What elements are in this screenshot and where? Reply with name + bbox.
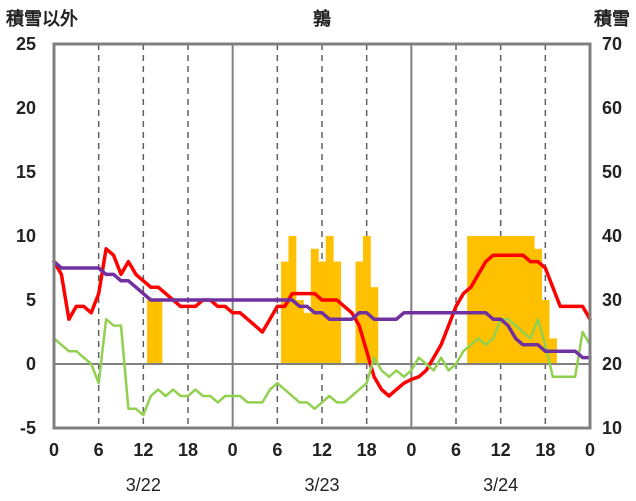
snowfall-bar [534,248,543,364]
snowfall-bar [303,312,312,364]
right-y-tick-label: 30 [602,290,622,310]
snowfall-bar [362,236,371,364]
snowfall-bar [541,300,550,364]
x-hour-tick-label: 0 [585,440,595,460]
x-hour-tick-label: 6 [451,440,461,460]
x-hour-tick-label: 12 [133,440,153,460]
left-axis-title: 積雪以外 [5,8,78,29]
plot-frame [52,42,592,430]
snowfall-bars [147,236,557,364]
snowfall-bar [496,236,505,364]
x-hour-tick-label: 0 [49,440,59,460]
date-labels: 3/22 3/23 3/24 [126,475,518,495]
left-y-tick-label: 20 [16,98,36,118]
left-y-tick-label: 5 [26,290,36,310]
red-series-line [52,247,592,398]
station-title: 鶉 [313,8,331,29]
x-hour-tick-label: 0 [228,440,238,460]
right-axis-title: 積雪 [593,8,630,29]
x-hour-tick-label: 18 [535,440,555,460]
date-label: 3/24 [483,475,518,495]
right-y-ticks: 10 20 30 40 50 60 70 [602,34,622,438]
right-y-tick-label: 60 [602,98,622,118]
snowfall-bar [474,236,483,364]
right-y-tick-label: 40 [602,226,622,246]
left-y-tick-label: 10 [16,226,36,246]
left-y-ticks: -5 0 5 10 15 20 25 [16,34,36,438]
snowfall-bar [281,261,289,364]
snowfall-bar [519,236,528,364]
right-y-tick-label: 70 [602,34,622,54]
x-hour-ticks: 0 6 12 18 0 6 12 18 0 6 12 18 0 [49,440,595,460]
snowfall-bar [526,236,535,364]
x-hour-tick-label: 12 [491,440,511,460]
left-y-tick-label: 15 [16,162,36,182]
snowfall-bar [511,236,520,364]
snowfall-bar [295,300,304,364]
purple-series-line [52,259,592,360]
series-lines [52,247,592,417]
left-y-tick-label: 25 [16,34,36,54]
left-y-tick-label: -5 [20,418,36,438]
x-hour-tick-label: 6 [272,440,282,460]
right-y-tick-label: 10 [602,418,622,438]
snowfall-bar [310,248,319,364]
x-hour-tick-label: 18 [178,440,198,460]
date-label: 3/22 [126,475,161,495]
snowfall-bar [489,236,498,364]
x-hour-tick-label: 18 [357,440,377,460]
snowfall-bar [333,261,342,364]
snowfall-bar [154,300,163,364]
snowfall-bar [147,300,155,364]
left-y-tick-label: 0 [26,354,36,374]
x-hour-tick-label: 0 [406,440,416,460]
right-y-tick-label: 50 [602,162,622,182]
snowfall-bar [370,287,379,364]
snowfall-bar [467,236,476,364]
date-label: 3/23 [304,475,339,495]
x-hour-tick-label: 6 [94,440,104,460]
right-y-tick-label: 20 [602,354,622,374]
snowfall-bar [482,236,490,364]
snowfall-bar [504,236,513,364]
x-hour-tick-label: 12 [312,440,332,460]
